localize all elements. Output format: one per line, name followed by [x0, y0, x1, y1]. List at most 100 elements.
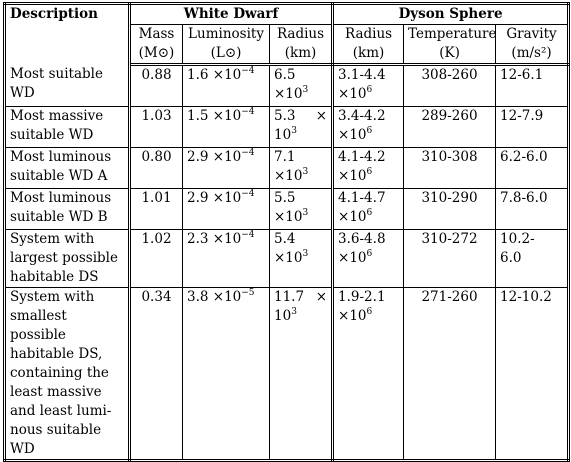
- table-container: Description White Dwarf Dyson Sphere Mas…: [3, 2, 571, 462]
- header-gravity: Gravity (m/s²): [495, 24, 571, 66]
- wd-radius-base: ×10: [274, 209, 303, 225]
- ds-radius-exponent: 6: [366, 167, 373, 177]
- cell-mass: 1.01: [129, 188, 183, 230]
- cell-mass: 1.03: [129, 106, 183, 148]
- header-ds-radius-unit: (km): [352, 45, 385, 61]
- wd-radius-line1: 7.1: [274, 149, 296, 165]
- cell-temperature: 289-260: [403, 106, 497, 148]
- cell-wd-radius: 5.4 ×103: [269, 229, 335, 288]
- cell-wd-radius: 7.1 ×103: [269, 147, 335, 189]
- description-line: containing the: [10, 365, 109, 381]
- header-mass: Mass (M⊙): [129, 24, 183, 66]
- mass-value: 0.34: [141, 289, 172, 305]
- wd-radius-line2: 103: [274, 126, 327, 147]
- cell-description: System with largest possible habitable DS: [3, 229, 131, 288]
- description-line: WD: [10, 441, 35, 457]
- cell-wd-radius: 5.5 ×103: [269, 188, 335, 230]
- description-line: habitable DS: [10, 269, 99, 285]
- description-line: suitable WD A: [10, 168, 108, 184]
- temperature-value: 310-272: [421, 231, 478, 247]
- ds-radius-line1: 1.9-2.1: [338, 289, 386, 305]
- description-line: suitable WD: [10, 127, 94, 143]
- cell-gravity: 12-6.1: [495, 64, 571, 107]
- wd-radius-line1: 6.5: [274, 67, 296, 83]
- luminosity-base: 2.9 ×10: [187, 190, 242, 206]
- ds-radius-base: ×10: [338, 308, 367, 324]
- description-line: Most suitable: [10, 65, 103, 82]
- wd-radius-exponent: 3: [302, 167, 309, 177]
- wd-radius-base: ×10: [274, 250, 303, 266]
- temperature-value: 289-260: [421, 108, 478, 124]
- description-line: WD: [10, 84, 35, 101]
- description-line: System with: [10, 289, 95, 305]
- cell-description: System with smallest possible habitable DS…: [3, 287, 131, 462]
- header-luminosity: Luminosity (L⊙): [182, 24, 270, 66]
- mass-value: 1.01: [141, 190, 172, 206]
- temperature-value: 310-308: [421, 149, 478, 165]
- gravity-value: 12-10.2: [500, 289, 552, 305]
- description-line: smallest possible: [10, 308, 67, 343]
- ds-radius-exponent: 6: [366, 249, 373, 259]
- header-ds-radius: Radius (km): [332, 24, 405, 66]
- cell-ds-radius: 3.6-4.8 ×106: [332, 229, 405, 288]
- header-temperature-label: Temperature: [408, 26, 496, 42]
- header-mass-label: Mass: [138, 26, 175, 42]
- ds-radius-exponent: 6: [366, 126, 373, 136]
- white-dwarf-dyson-sphere-table: Description White Dwarf Dyson Sphere Mas…: [3, 2, 571, 462]
- header-mass-unit: (M⊙): [138, 45, 175, 61]
- wd-radius-exponent: 3: [291, 126, 297, 136]
- cell-ds-radius: 4.1-4.2 ×106: [332, 147, 405, 189]
- cell-mass: 0.80: [129, 147, 183, 189]
- ds-radius-base: ×10: [338, 127, 367, 143]
- description-line: System with: [10, 231, 95, 247]
- cell-mass: 0.88: [129, 64, 183, 107]
- cell-temperature: 310-308: [403, 147, 497, 189]
- header-wd-radius-label: Radius: [276, 26, 325, 42]
- luminosity-exponent: −4: [241, 230, 255, 240]
- gravity-value: 10.2- 6.0: [500, 231, 535, 266]
- cell-luminosity: 3.8 ×10−5: [182, 287, 270, 462]
- gravity-value: 12-6.1: [500, 67, 544, 83]
- table-row: Most luminous suitable WD B 1.01 2.9 ×10−4 5…: [3, 188, 571, 230]
- wd-radius-line2: ×103: [274, 167, 327, 188]
- wd-radius-line1: 11.7 ×: [274, 289, 328, 305]
- description-line: suitable WD B: [10, 209, 108, 225]
- cell-description: Most luminous suitable WD B: [3, 188, 131, 230]
- header-luminosity-unit: (L⊙): [210, 45, 242, 61]
- table-row: Most luminous suitable WD A 0.80 2.9 ×10−4 7…: [3, 147, 571, 189]
- temperature-value: 310-290: [421, 190, 478, 206]
- description-line: Most luminous: [10, 149, 112, 165]
- cell-ds-radius: 3.4-4.2 ×106: [332, 106, 405, 148]
- header-wd-radius: Radius (km): [269, 24, 335, 66]
- ds-radius-line1: 4.1-4.7: [338, 190, 386, 206]
- cell-temperature: 271-260: [403, 287, 497, 462]
- description-line: and least lumi-: [10, 403, 112, 419]
- ds-radius-exponent: 6: [366, 85, 373, 95]
- cell-gravity: 12-7.9: [495, 106, 571, 148]
- cell-mass: 1.02: [129, 229, 183, 288]
- header-dyson-sphere: Dyson Sphere: [332, 2, 571, 25]
- luminosity-base: 1.5 ×10: [187, 108, 242, 124]
- header-wd-radius-unit: (km): [284, 45, 317, 61]
- description-line: Most massive: [10, 108, 104, 124]
- luminosity-exponent: −4: [241, 107, 255, 117]
- cell-wd-radius: 6.5 ×103: [269, 64, 335, 107]
- wd-radius-exponent: 3: [302, 249, 309, 259]
- ds-radius-line2: ×106: [338, 307, 399, 328]
- mass-value: 0.80: [141, 149, 172, 165]
- luminosity-base: 1.6 ×10: [187, 67, 242, 83]
- cell-gravity: 7.8-6.0: [495, 188, 571, 230]
- ds-radius-line2: ×106: [338, 167, 399, 188]
- luminosity-base: 2.3 ×10: [187, 231, 242, 247]
- header-gravity-label: Gravity: [506, 26, 557, 42]
- luminosity-exponent: −4: [241, 66, 255, 76]
- cell-ds-radius: 1.9-2.1 ×106: [332, 287, 405, 462]
- cell-luminosity: 2.3 ×10−4: [182, 229, 270, 288]
- wd-radius-line2: ×103: [274, 85, 327, 106]
- temperature-value: 308-260: [421, 67, 478, 83]
- cell-ds-radius: 3.1-4.4 ×106: [332, 64, 405, 107]
- ds-radius-line1: 3.1-4.4: [338, 67, 386, 83]
- temperature-value: 271-260: [421, 289, 478, 305]
- ds-radius-base: ×10: [338, 168, 367, 184]
- wd-radius-base: ×10: [274, 168, 303, 184]
